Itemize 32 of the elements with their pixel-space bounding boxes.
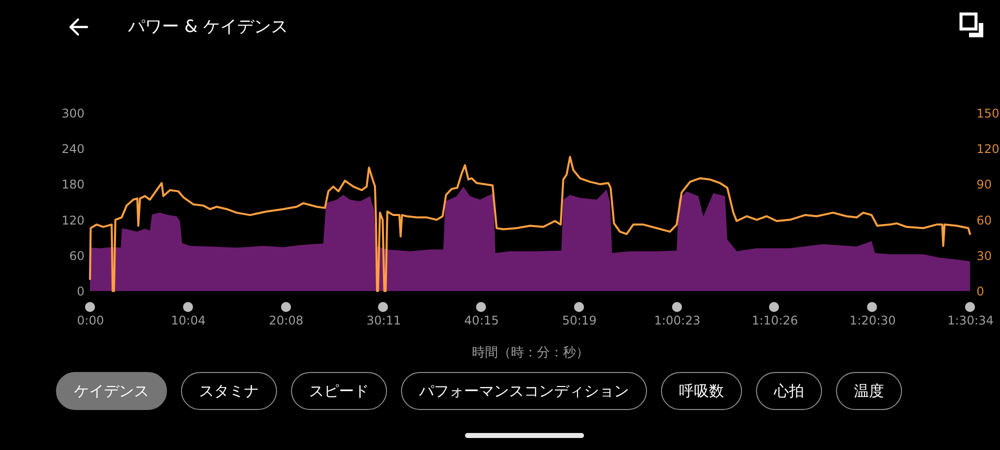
line-series <box>89 156 971 292</box>
x-tick-label: 1:10:26 <box>752 314 798 328</box>
y2-tick-label: 0 <box>976 284 984 298</box>
x-tick-label: 1:30:34 <box>947 314 994 328</box>
y-tick-label: 60 <box>69 248 84 263</box>
x-tick-label: 50:19 <box>562 314 597 328</box>
x-tick-label: 10:04 <box>171 314 206 328</box>
x-tick-label: 0:00 <box>77 314 104 328</box>
tab-button: スピード <box>291 372 387 410</box>
x-tick-label: 20:08 <box>268 314 304 328</box>
y2-tick-label: 90 <box>976 178 992 192</box>
tab-button: 温度 <box>836 372 902 410</box>
tab-button: 呼吸数 <box>661 372 742 410</box>
x-tick-label: 40:15 <box>464 314 499 328</box>
tab-button: ケイデンス <box>56 372 167 410</box>
y2-tick-label: 150 <box>976 106 1000 120</box>
y-tick-label: 0 <box>76 284 84 298</box>
tab-button: スタミナ <box>181 372 277 410</box>
y-tick-label: 180 <box>62 178 84 192</box>
tab-button: パフォーマンスコンディション <box>401 372 647 410</box>
y2-tick-label: 120 <box>976 142 1000 156</box>
tab-button: 心拍 <box>756 372 822 410</box>
x-tick-label: 30:11 <box>366 314 402 328</box>
y-tick-label: 240 <box>62 142 84 156</box>
x-tick-label: 1:20:30 <box>850 314 896 328</box>
y-tick-label: 120 <box>62 213 84 228</box>
y-tick-label: 300 <box>62 106 84 120</box>
y2-tick-label: 60 <box>976 213 992 228</box>
y2-tick-label: 30 <box>976 248 992 263</box>
x-axis-title: 時間（時：分：秒） <box>472 346 589 360</box>
chart-title: パワー & ケイデンス <box>128 16 288 38</box>
x-tick-label: 1:00:23 <box>654 314 700 328</box>
